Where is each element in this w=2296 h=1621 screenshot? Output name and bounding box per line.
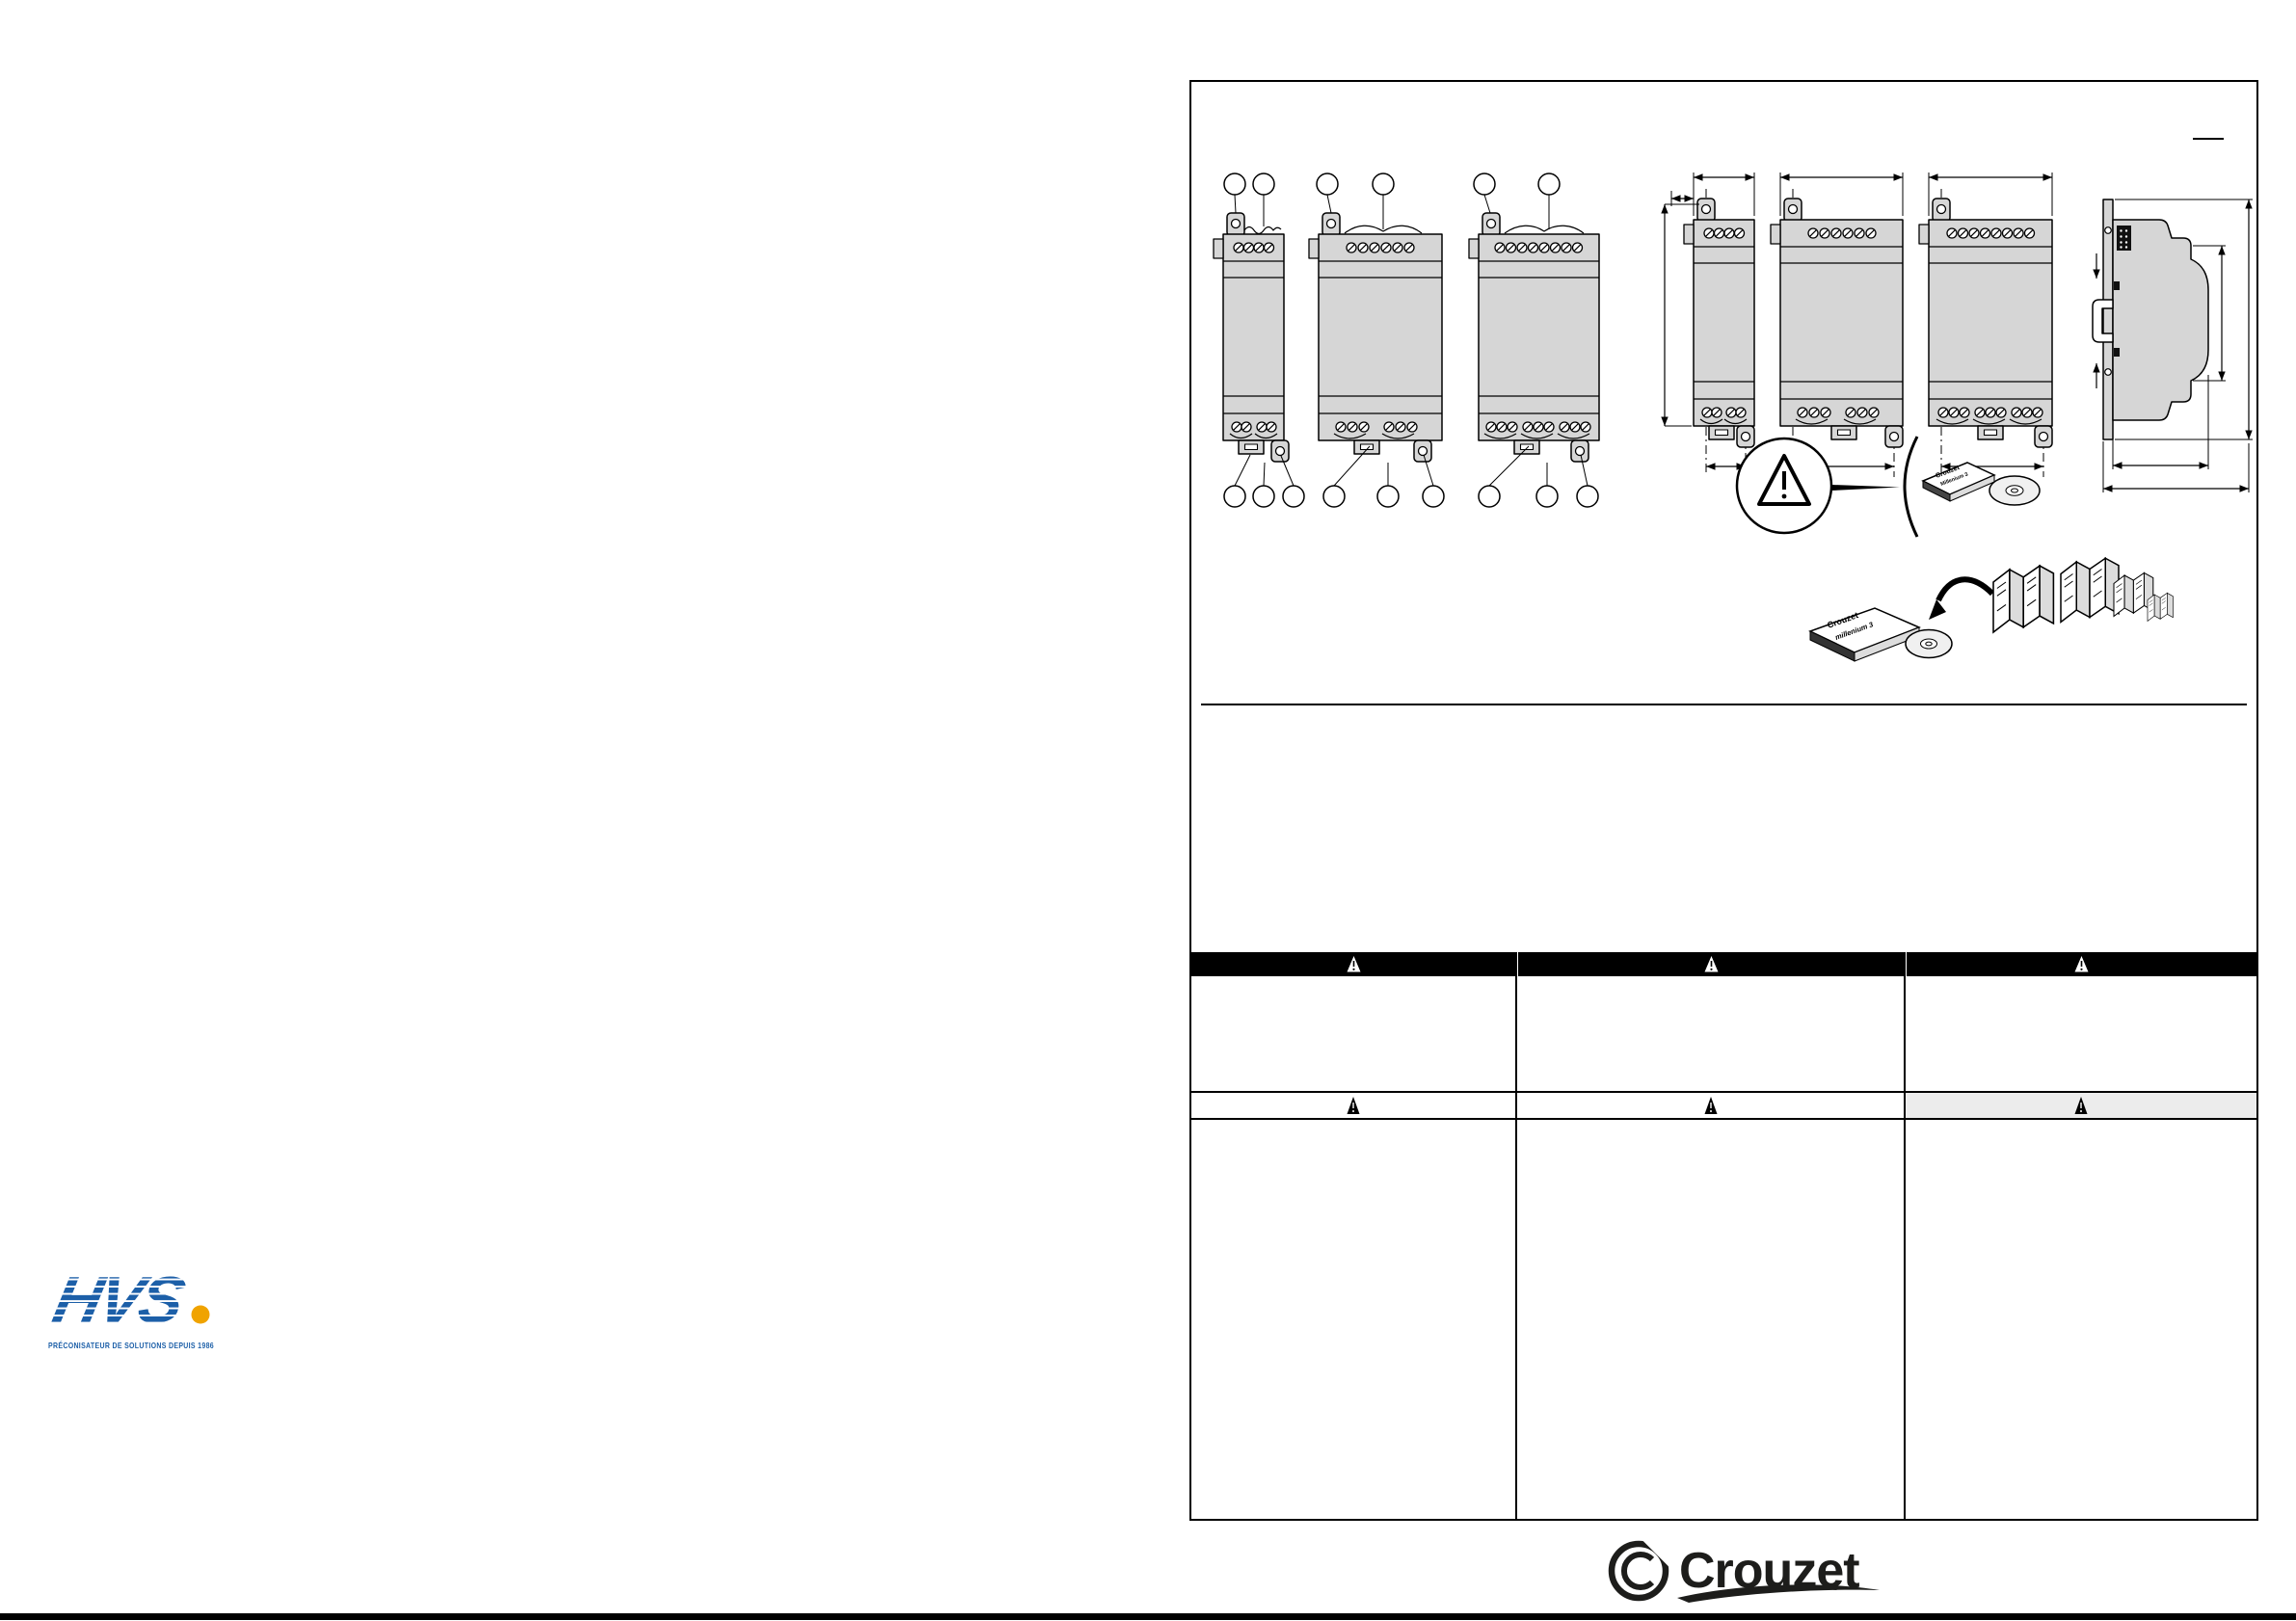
module-front-extended [1468,173,1600,508]
hvs-orange-dot-icon [191,1305,210,1324]
folded-leaflets [1992,557,2174,633]
table-rule [1191,1091,2256,1093]
warning-triangle-icon [2074,956,2089,972]
callout-circle [1473,173,1496,196]
module-dim-compact [1661,173,1755,477]
print-registration-bar [0,1613,2296,1620]
hvs-logo: HVS PRÉCONISATEUR DE SOLUTIONS DEPUIS 19… [47,1263,214,1350]
crouzet-logo: Crouzet [1608,1534,1880,1603]
warning-triangle-icon [1757,454,1811,506]
mounting-hole [1325,218,1337,229]
module-dim-standard [1770,173,1904,477]
din-clip-profile [2092,299,2114,343]
warning-triangle-icon [1704,1097,1718,1114]
callout-circle [1535,485,1559,508]
terminal-screws [1485,421,1591,433]
mounting-hole [1274,445,1286,457]
cd-disc-icon [1905,628,1953,659]
terminal-screws [1233,242,1275,253]
callout-circle [1223,485,1246,508]
cd-disc-icon [1989,475,2041,506]
module-profile [2112,219,2209,421]
callout-circle [1537,173,1561,196]
mounting-hole [1485,218,1497,229]
callout-circle [1252,173,1275,196]
module-body [1222,233,1285,441]
callout-circle [1322,485,1346,508]
warning-triangle-icon [1347,956,1360,972]
module-body [1478,233,1600,441]
terminal-screws [1494,242,1584,253]
crouzet-swoosh [1677,1584,1880,1603]
hvs-tagline: PRÉCONISATEUR DE SOLUTIONS DEPUIS 1986 [48,1341,214,1350]
technical-drawings: Crouzet Millenium 3 Crouzet millenium 3 [1213,138,2253,662]
warning-triangle-icon [1704,956,1718,972]
warning-triangle-icon [1347,1097,1360,1114]
side-connector [1468,238,1480,259]
warning-triangle-icon [2074,1097,2088,1114]
page-frame: Crouzet Millenium 3 Crouzet millenium 3 [1189,80,2258,1521]
curved-arrow-icon [1929,576,1995,620]
module-side-view [2092,199,2253,492]
mounting-hole [1574,445,1586,457]
warning-subheader [1518,1093,1904,1118]
callout-circle [1223,173,1246,196]
callout-circle [1422,485,1445,508]
module-dim-extended [1918,173,2053,477]
table-column-divider [1904,952,1906,1519]
callout-circle [1252,485,1275,508]
terminal-screws [1231,421,1277,433]
crouzet-emblem-icon [1608,1534,1681,1602]
module-body [1318,233,1443,441]
callout-circle [1478,485,1501,508]
mounting-hole [1230,218,1241,229]
module-front-standard [1308,173,1445,508]
callout-circle [1576,485,1599,508]
din-rail [2102,199,2114,440]
expansion-connector [2117,226,2131,251]
callout-circle [1376,485,1400,508]
warning-callout: Crouzet Millenium 3 [1735,436,2041,538]
callout-circle [1282,485,1305,508]
module-front-compact [1213,173,1305,508]
warning-header-bar [1518,952,1904,976]
warning-header-bar [1191,952,1515,976]
cd-case: Crouzet millenium 3 [1808,607,1921,662]
section-divider [1201,704,2247,705]
terminal-screws [1346,242,1415,253]
warning-subheader [1191,1093,1515,1118]
table-column-divider [1515,952,1517,1519]
warning-subheader [1906,1093,2256,1118]
callout-circle [1316,173,1339,196]
cd-case: Crouzet Millenium 3 [1921,462,1996,502]
callout-circle [1372,173,1395,196]
hvs-wordmark: HVS [47,1263,192,1337]
table-rule [1191,1118,2256,1120]
warning-header-bar [1907,952,2256,976]
documentation-illustration: Crouzet millenium 3 [1808,557,2174,662]
terminal-screws [1335,421,1418,433]
mounting-hole [1417,445,1428,457]
side-connector [1308,238,1320,259]
side-connector [1213,238,1224,259]
